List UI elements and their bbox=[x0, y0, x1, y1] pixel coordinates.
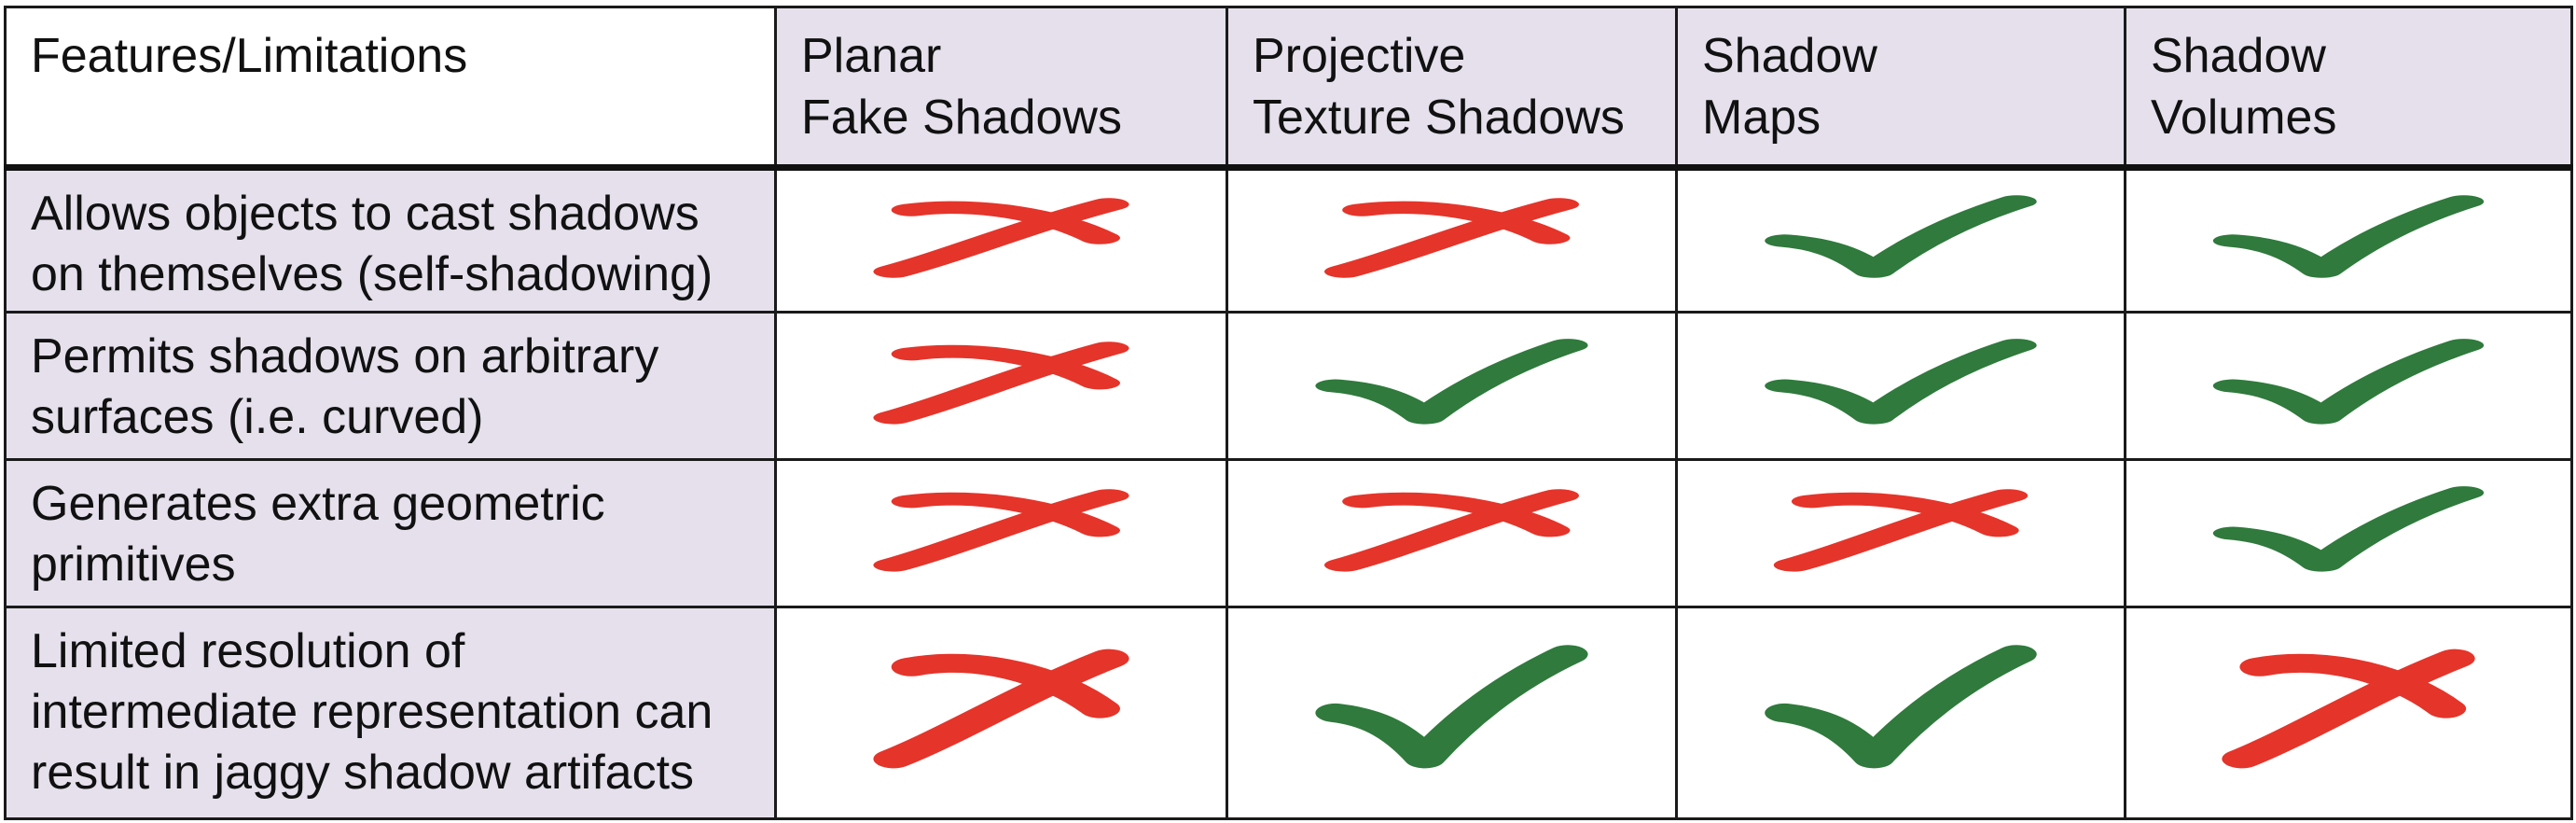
table-row: Allows objects to cast shadows on themse… bbox=[4, 166, 2573, 314]
table-cell bbox=[1226, 606, 1678, 820]
cross-icon bbox=[2128, 610, 2569, 816]
table-row: Permits shadows on arbitrary surfaces (i… bbox=[4, 311, 2573, 461]
column-header-planar-fake-shadows: Planar Fake Shadows bbox=[774, 6, 1228, 171]
table-row: Limited resolution of intermediate repre… bbox=[4, 606, 2573, 820]
column-header-line: Shadow bbox=[2151, 29, 2326, 83]
corner-header-cell: Features/Limitations bbox=[4, 6, 777, 171]
check-mark bbox=[1765, 195, 2037, 278]
column-header-shadow-volumes: Shadow Volumes bbox=[2124, 6, 2573, 171]
check-icon bbox=[2128, 463, 2569, 605]
row-label-line: primitives bbox=[31, 537, 236, 592]
check-icon bbox=[1680, 610, 2123, 816]
check-icon bbox=[1680, 315, 2123, 457]
table-cell bbox=[1226, 166, 1678, 314]
table-cell bbox=[1675, 458, 2126, 608]
check-icon bbox=[2128, 315, 2569, 457]
table-cell bbox=[1675, 311, 2126, 461]
cross-mark bbox=[873, 489, 1129, 572]
column-header-line: Planar bbox=[801, 29, 942, 83]
check-mark bbox=[2212, 195, 2485, 278]
check-mark bbox=[2212, 339, 2485, 425]
column-header-projective-texture-shadows: Projective Texture Shadows bbox=[1226, 6, 1678, 171]
table-cell bbox=[1675, 166, 2126, 314]
row-label-line: Limited resolution of bbox=[31, 624, 465, 678]
cross-icon bbox=[1680, 463, 2123, 605]
table-cell bbox=[2124, 606, 2573, 820]
cross-mark bbox=[873, 198, 1129, 278]
row-label-line: on themselves (self-shadowing) bbox=[31, 247, 713, 301]
row-label-line: Allows objects to cast shadows bbox=[31, 187, 699, 241]
cross-mark bbox=[873, 649, 1129, 769]
check-mark bbox=[2212, 486, 2485, 572]
table-cell bbox=[774, 166, 1228, 314]
corner-header: Features/Limitations bbox=[31, 29, 468, 83]
column-header-line: Shadow bbox=[1702, 29, 1877, 83]
cross-icon bbox=[779, 610, 1225, 816]
table-cell bbox=[774, 458, 1228, 608]
table-cell bbox=[1675, 606, 2126, 820]
column-header-line: Maps bbox=[1702, 91, 1821, 145]
cross-mark bbox=[873, 342, 1129, 425]
cross-mark bbox=[2222, 649, 2475, 769]
check-mark bbox=[1315, 645, 1588, 769]
check-mark bbox=[1315, 339, 1588, 425]
cross-mark bbox=[1323, 198, 1580, 278]
row-label-line: intermediate representation can bbox=[31, 685, 713, 739]
row-header-extra-primitives: Generates extra geometric primitives bbox=[4, 458, 777, 608]
cross-icon bbox=[779, 315, 1225, 457]
row-label-line: result in jaggy shadow artifacts bbox=[31, 746, 695, 800]
row-label-line: Permits shadows on arbitrary bbox=[31, 329, 659, 384]
table-row: Generates extra geometric primitives bbox=[4, 458, 2573, 608]
column-header-shadow-maps: Shadow Maps bbox=[1675, 6, 2126, 171]
row-header-limited-resolution: Limited resolution of intermediate repre… bbox=[4, 606, 777, 820]
cross-icon bbox=[779, 171, 1225, 310]
row-label-line: surfaces (i.e. curved) bbox=[31, 390, 484, 444]
column-header-line: Fake Shadows bbox=[801, 91, 1122, 145]
comparison-table: Features/Limitations Planar Fake Shadows… bbox=[4, 6, 2573, 820]
cross-mark bbox=[1773, 489, 2029, 572]
table-cell bbox=[1226, 311, 1678, 461]
table-cell bbox=[2124, 458, 2573, 608]
check-icon bbox=[1230, 610, 1674, 816]
header-row: Features/Limitations Planar Fake Shadows… bbox=[4, 6, 2573, 171]
check-mark bbox=[1765, 645, 2037, 769]
cross-icon bbox=[1230, 463, 1674, 605]
row-label-line: Generates extra geometric bbox=[31, 477, 605, 531]
check-icon bbox=[1680, 171, 2123, 310]
table-cell bbox=[2124, 166, 2573, 314]
check-icon bbox=[2128, 171, 2569, 310]
column-header-line: Texture Shadows bbox=[1253, 91, 1625, 145]
column-header-line: Projective bbox=[1253, 29, 1466, 83]
row-header-arbitrary-surfaces: Permits shadows on arbitrary surfaces (i… bbox=[4, 311, 777, 461]
table-cell bbox=[774, 606, 1228, 820]
row-header-self-shadowing: Allows objects to cast shadows on themse… bbox=[4, 166, 777, 314]
cross-icon bbox=[1230, 171, 1674, 310]
cross-icon bbox=[779, 463, 1225, 605]
check-mark bbox=[1765, 339, 2037, 425]
table-cell bbox=[774, 311, 1228, 461]
check-icon bbox=[1230, 315, 1674, 457]
cross-mark bbox=[1323, 489, 1580, 572]
table-cell bbox=[1226, 458, 1678, 608]
column-header-line: Volumes bbox=[2151, 91, 2337, 145]
table-cell bbox=[2124, 311, 2573, 461]
